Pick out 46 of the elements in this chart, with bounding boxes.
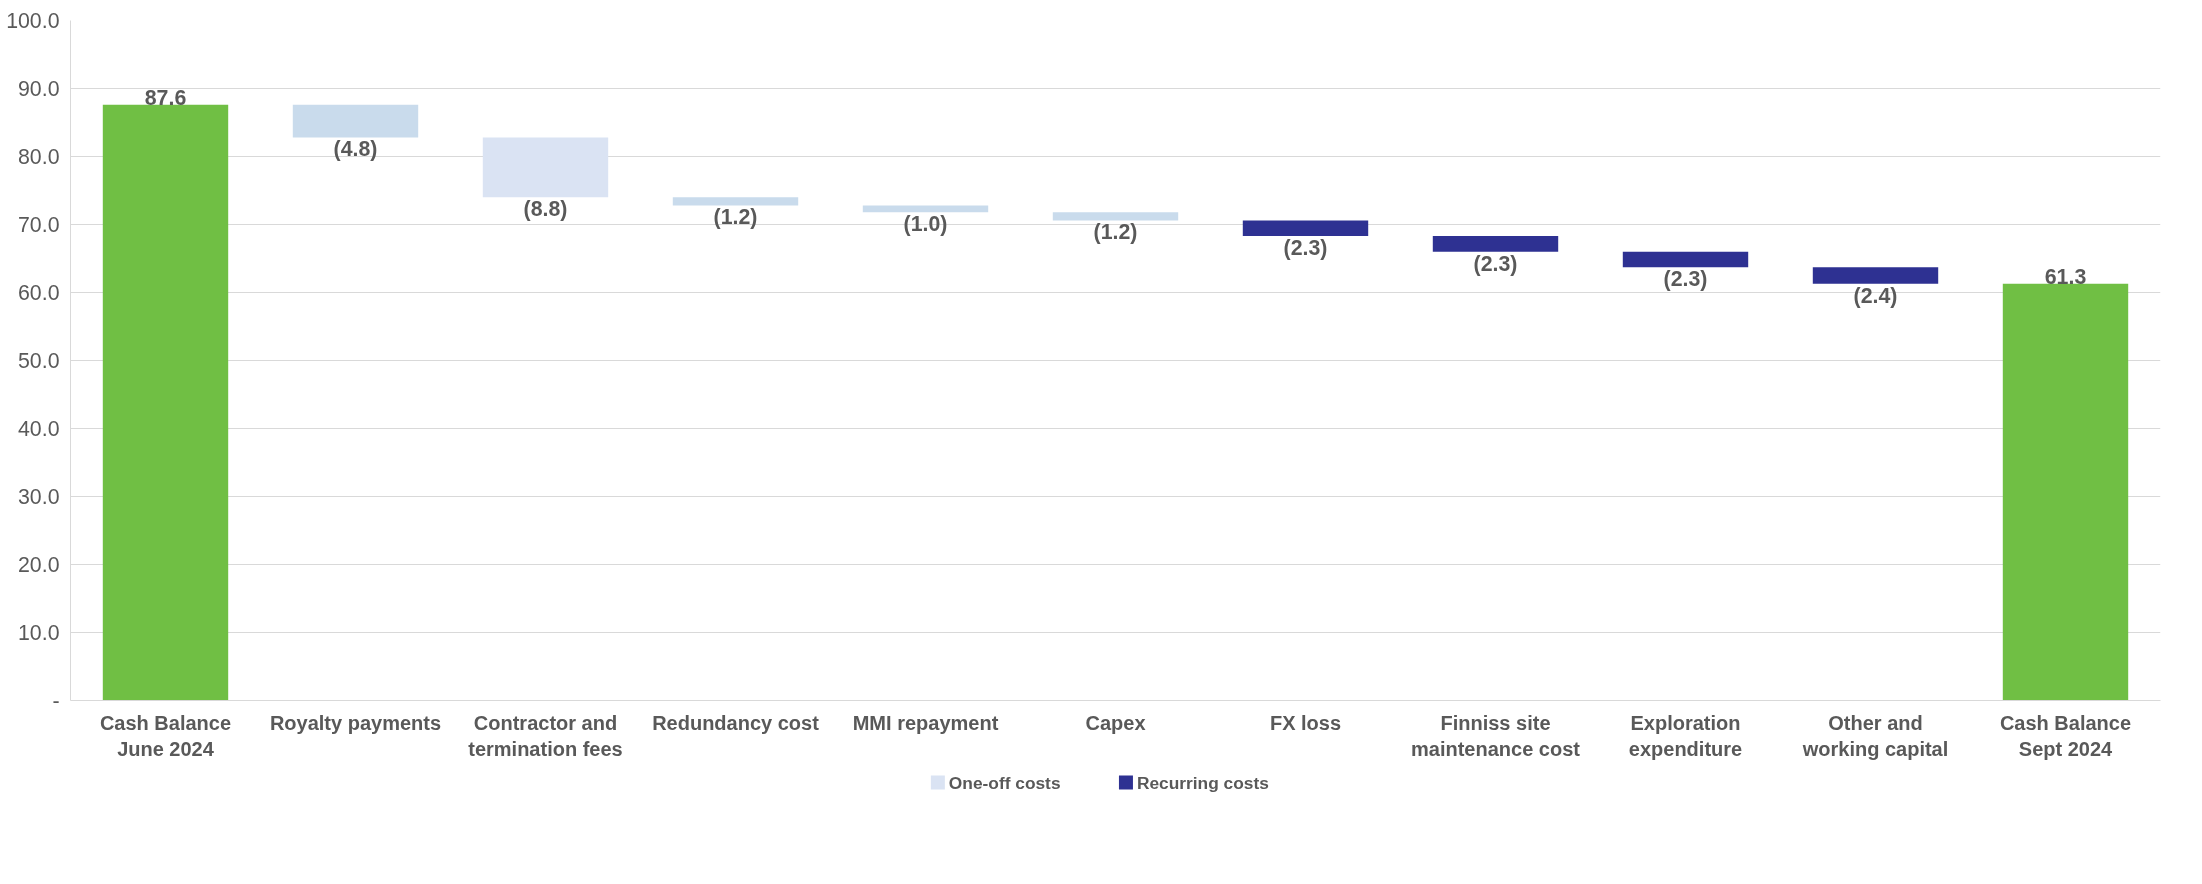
y-tick-label: 10.0 [17, 621, 60, 645]
bar [1622, 251, 1749, 268]
y-tick-label: 20.0 [17, 553, 60, 577]
bar [672, 197, 799, 206]
data-label: (1.0) [903, 212, 948, 237]
x-tick-label: Capex [1085, 711, 1146, 734]
data-label: (8.8) [523, 197, 568, 222]
x-tick-label: Redundancy cost [652, 711, 820, 734]
data-label: (2.4) [1853, 283, 1898, 308]
legend-label: One-off costs [948, 772, 1061, 793]
bar [1052, 212, 1179, 221]
bar [1242, 220, 1369, 237]
x-tick-label: Finniss site maintenance cost [1411, 711, 1581, 760]
bar [1432, 236, 1559, 252]
data-label: (4.8) [333, 137, 378, 162]
legend-label: Recurring costs [1136, 772, 1269, 793]
y-tick-label: 60.0 [17, 281, 60, 305]
y-tick-label: 30.0 [17, 485, 60, 509]
data-label: (2.3) [1663, 267, 1708, 292]
bar [292, 104, 419, 138]
data-label: (2.3) [1473, 251, 1518, 276]
bar [2002, 283, 2129, 701]
y-tick-label: - [52, 689, 60, 713]
y-tick-label: 40.0 [17, 417, 60, 441]
y-tick-label: 50.0 [17, 349, 60, 373]
data-label: 87.6 [144, 85, 187, 110]
x-tick-label: FX loss [1269, 711, 1342, 734]
y-tick-label: 90.0 [17, 77, 60, 101]
data-label: (1.2) [713, 205, 758, 230]
x-tick-label: Exploration expenditure [1628, 711, 1743, 760]
bar [102, 104, 229, 701]
x-tick-label: Other and working capital [1801, 711, 1949, 760]
x-tick-label: Cash Balance Sept 2024 [1999, 711, 2132, 760]
y-tick-label: 80.0 [17, 145, 60, 169]
x-tick-label: Contractor and termination fees [468, 711, 623, 760]
data-label: (1.2) [1093, 220, 1138, 245]
bar [1812, 267, 1939, 284]
bar [482, 137, 609, 198]
data-label: (2.3) [1283, 236, 1328, 261]
y-tick-label: 70.0 [17, 213, 60, 237]
data-label: 61.3 [2044, 264, 2087, 289]
x-tick-label: MMI repayment [852, 711, 999, 734]
x-tick-label: Cash Balance June 2024 [99, 711, 232, 760]
x-tick-label: Royalty payments [269, 711, 442, 734]
bar [862, 205, 989, 213]
y-tick-label: 100.0 [6, 9, 60, 33]
